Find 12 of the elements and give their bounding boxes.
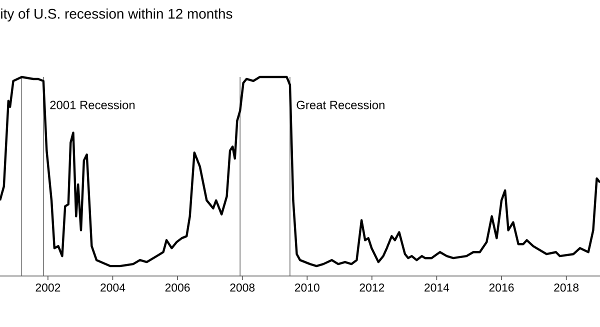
- x-tick-label: 2018: [554, 284, 579, 292]
- x-tick-label: 2006: [165, 284, 190, 292]
- x-tick-label: 2004: [100, 284, 126, 292]
- x-tick-label: 2008: [230, 284, 255, 292]
- x-tick-label: 2010: [294, 284, 320, 292]
- x-tick-label: 2002: [36, 284, 60, 292]
- x-tick-label: 2016: [489, 284, 514, 292]
- ref-line-label: Great Recession: [296, 100, 384, 110]
- ref-line-label: 2001 Recession: [50, 100, 135, 110]
- x-tick-label: 2014: [424, 284, 450, 292]
- x-tick-label: 2012: [360, 284, 384, 292]
- chart-title: ity of U.S. recession within 12 months: [1, 8, 232, 22]
